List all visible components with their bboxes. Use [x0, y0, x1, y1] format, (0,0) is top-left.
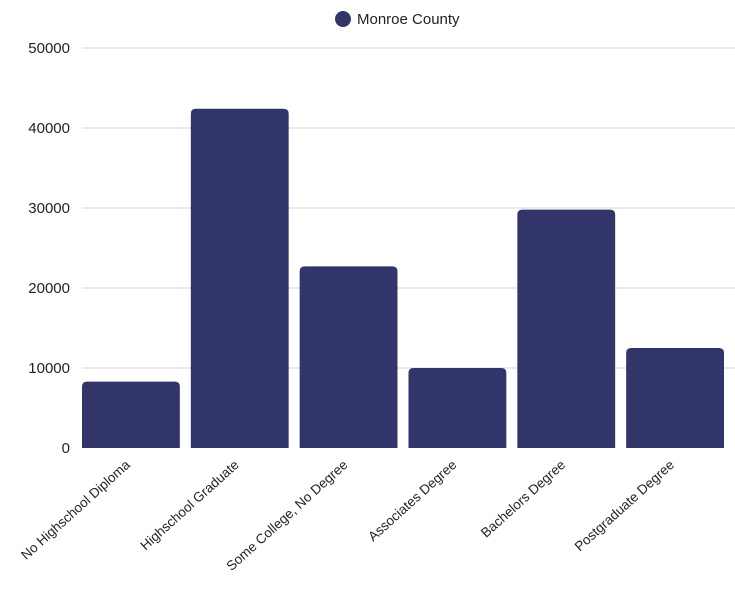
- x-tick-label: No Highschool Diploma: [18, 457, 133, 563]
- x-tick-label: Postgraduate Degree: [572, 457, 677, 554]
- y-tick-label: 20000: [28, 280, 70, 297]
- bar-5[interactable]: [517, 209, 616, 448]
- y-tick-label: 10000: [28, 360, 70, 377]
- x-axis-labels: No Highschool Diploma Highschool Graduate…: [18, 457, 677, 574]
- y-tick-label: 40000: [28, 120, 70, 137]
- y-tick-label: 50000: [28, 40, 70, 57]
- legend-label: Monroe County: [357, 11, 460, 28]
- legend[interactable]: Monroe County: [335, 11, 460, 28]
- bar-2[interactable]: [190, 108, 289, 449]
- y-tick-label: 0: [62, 440, 70, 457]
- x-tick-label: Some College, No Degree: [223, 457, 350, 574]
- x-tick-label: Associates Degree: [365, 457, 459, 544]
- bars-group: [82, 108, 724, 449]
- x-tick-label: Highschool Graduate: [137, 457, 241, 553]
- bar-1[interactable]: [82, 381, 180, 448]
- y-tick-label: 30000: [28, 200, 70, 217]
- bar-6[interactable]: [626, 348, 724, 448]
- bar-4[interactable]: [408, 368, 507, 448]
- legend-marker: [335, 11, 351, 27]
- x-tick-label: Bachelors Degree: [478, 457, 568, 540]
- bar-3[interactable]: [299, 266, 398, 448]
